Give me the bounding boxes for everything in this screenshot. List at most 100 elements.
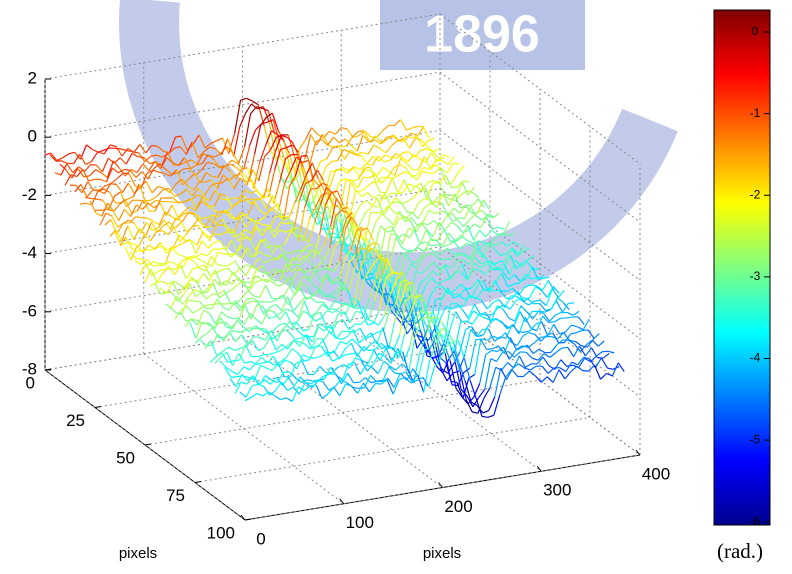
surface-mesh <box>394 212 401 215</box>
surface-mesh <box>226 146 234 154</box>
surface-mesh <box>256 106 263 110</box>
surface-mesh <box>385 272 392 280</box>
surface-mesh <box>191 141 199 159</box>
surface-mesh <box>421 295 429 316</box>
surface-mesh <box>76 169 84 177</box>
surface-mesh <box>392 210 400 226</box>
surface-mesh <box>187 299 194 302</box>
surface-mesh <box>406 250 413 254</box>
surface-mesh <box>377 155 385 163</box>
surface-mesh <box>164 303 172 309</box>
surface-mesh <box>411 261 418 264</box>
surface-mesh <box>354 165 361 171</box>
surface-mesh <box>293 376 301 387</box>
surface-mesh <box>378 314 386 326</box>
surface-mesh <box>488 280 496 293</box>
surface-mesh <box>272 119 280 143</box>
surface-mesh <box>386 347 393 350</box>
surface-mesh <box>422 222 429 226</box>
surface-mesh <box>585 347 592 357</box>
surface-mesh <box>418 198 426 203</box>
surface-mesh <box>299 258 307 266</box>
surface-mesh <box>212 175 219 178</box>
surface-mesh <box>339 383 347 397</box>
surface-mesh <box>178 234 186 241</box>
surface-mesh <box>80 184 88 198</box>
x-axis-label: pixels <box>423 545 461 562</box>
surface-mesh <box>495 241 502 246</box>
surface-mesh <box>487 328 495 342</box>
surface-mesh <box>474 339 482 375</box>
surface-mesh <box>469 213 476 221</box>
surface-mesh <box>339 218 348 239</box>
surface-mesh <box>135 171 143 178</box>
surface-mesh <box>173 280 180 286</box>
surface-mesh <box>254 279 261 284</box>
surface-mesh <box>517 244 525 255</box>
surface-mesh <box>149 199 157 205</box>
surface-mesh <box>79 202 87 205</box>
surface-mesh <box>215 352 223 358</box>
surface-mesh <box>319 204 327 235</box>
surface-mesh <box>415 137 422 141</box>
y-tick-label: 0 <box>26 373 35 392</box>
surface-mesh <box>398 216 405 221</box>
surface-mesh <box>465 204 472 214</box>
surface-mesh <box>559 367 567 373</box>
surface-mesh <box>572 310 580 316</box>
surface-mesh <box>567 347 575 358</box>
surface-mesh <box>286 221 293 225</box>
surface-mesh <box>345 338 353 345</box>
surface-mesh <box>331 314 339 329</box>
surface-mesh <box>321 393 329 399</box>
surface-mesh <box>314 204 322 223</box>
surface-mesh <box>310 384 317 387</box>
surface-mesh <box>161 151 169 167</box>
surface-mesh <box>528 300 535 306</box>
surface-mesh <box>538 348 546 354</box>
surface-mesh <box>143 157 151 165</box>
surface-mesh <box>365 206 373 213</box>
surface-mesh <box>263 386 271 396</box>
surface-mesh <box>204 340 212 349</box>
surface-mesh <box>442 324 450 342</box>
surface-mesh <box>477 398 485 414</box>
surface-mesh <box>312 243 320 255</box>
surface-mesh <box>170 261 177 266</box>
surface-mesh <box>257 354 264 358</box>
surface-mesh <box>398 210 406 223</box>
surface-mesh <box>381 258 388 261</box>
surface-mesh <box>182 211 190 215</box>
surface-mesh <box>188 173 195 180</box>
surface-mesh <box>61 160 69 165</box>
surface-mesh <box>401 246 408 252</box>
surface-mesh <box>450 260 458 269</box>
surface-mesh <box>319 201 327 224</box>
surface-mesh <box>261 188 269 198</box>
surface-mesh <box>361 227 368 231</box>
surface-mesh <box>405 321 413 328</box>
surface-mesh <box>374 342 382 350</box>
surface-mesh <box>168 147 175 155</box>
surface-mesh <box>434 210 442 215</box>
surface-mesh <box>73 153 81 164</box>
surface-mesh <box>240 97 247 101</box>
surface-mesh <box>379 148 387 154</box>
surface-mesh <box>322 217 329 220</box>
surface-mesh <box>299 174 308 191</box>
surface-mesh <box>502 346 510 360</box>
surface-mesh <box>355 189 363 197</box>
surface-mesh <box>220 193 227 197</box>
surface-mesh <box>125 236 133 249</box>
y-tick-label: 50 <box>116 448 135 467</box>
surface-mesh <box>453 207 460 214</box>
surface-mesh <box>436 193 444 209</box>
surface-mesh <box>238 305 246 319</box>
surface-mesh <box>333 136 340 144</box>
surface-mesh <box>192 187 199 197</box>
surface-mesh <box>324 207 332 239</box>
surface-mesh <box>225 239 233 251</box>
surface-mesh <box>395 237 403 248</box>
surface-mesh <box>59 163 67 171</box>
surface-mesh <box>426 148 433 152</box>
